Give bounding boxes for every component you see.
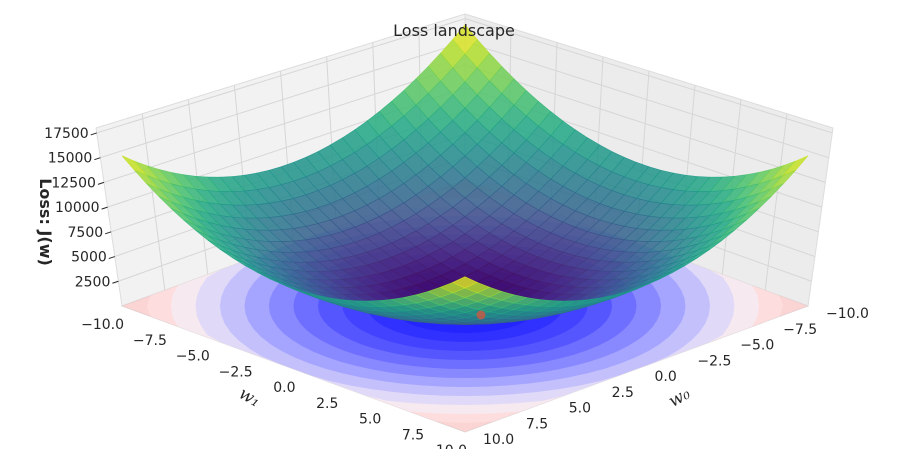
w1-tick-label: 0.0 [273,380,295,396]
loss-surface [121,24,809,325]
w1-tick-label: −7.5 [133,333,167,349]
z-tick-label: 2500 [75,274,111,290]
w0-tick-label: −10.0 [826,306,869,322]
w1-tick-label: −10.0 [81,317,124,333]
z-tick-label: 10000 [55,200,100,216]
w0-axis-label: w₀ [665,384,694,412]
z-tick-label: 5000 [71,250,107,266]
w0-tick-label: 10.0 [483,432,514,448]
z-tick-label: 12500 [51,175,96,191]
minimum-marker [476,310,486,320]
w1-axis-label: w₁ [235,384,264,412]
tick-labels: 2500 5000 7500 10000 12500 15000 17500 −10.0 −7.… [44,126,869,449]
z-tick-label: 15000 [48,151,93,167]
z-axis-label: Loss: J(w) [36,178,55,266]
w0-tick-label: 7.5 [526,416,548,432]
w1-tick-label: 10.0 [436,443,467,449]
w1-tick-label: −2.5 [219,364,253,380]
w0-tick-label: −7.5 [783,322,817,338]
z-tick-label: 17500 [44,126,89,142]
w1-tick-label: 5.0 [359,412,381,428]
w0-tick-label: −5.0 [740,338,774,354]
w0-tick-label: 5.0 [569,401,591,417]
w0-tick-label: 0.0 [655,369,677,385]
z-tick-label: 7500 [68,225,104,241]
w1-tick-label: 7.5 [402,427,424,443]
w0-tick-label: −2.5 [697,353,731,369]
w0-tick-label: 2.5 [612,385,634,401]
chart-title: Loss landscape [393,21,515,40]
w1-tick-label: 2.5 [316,396,338,412]
w1-tick-label: −5.0 [176,349,210,365]
